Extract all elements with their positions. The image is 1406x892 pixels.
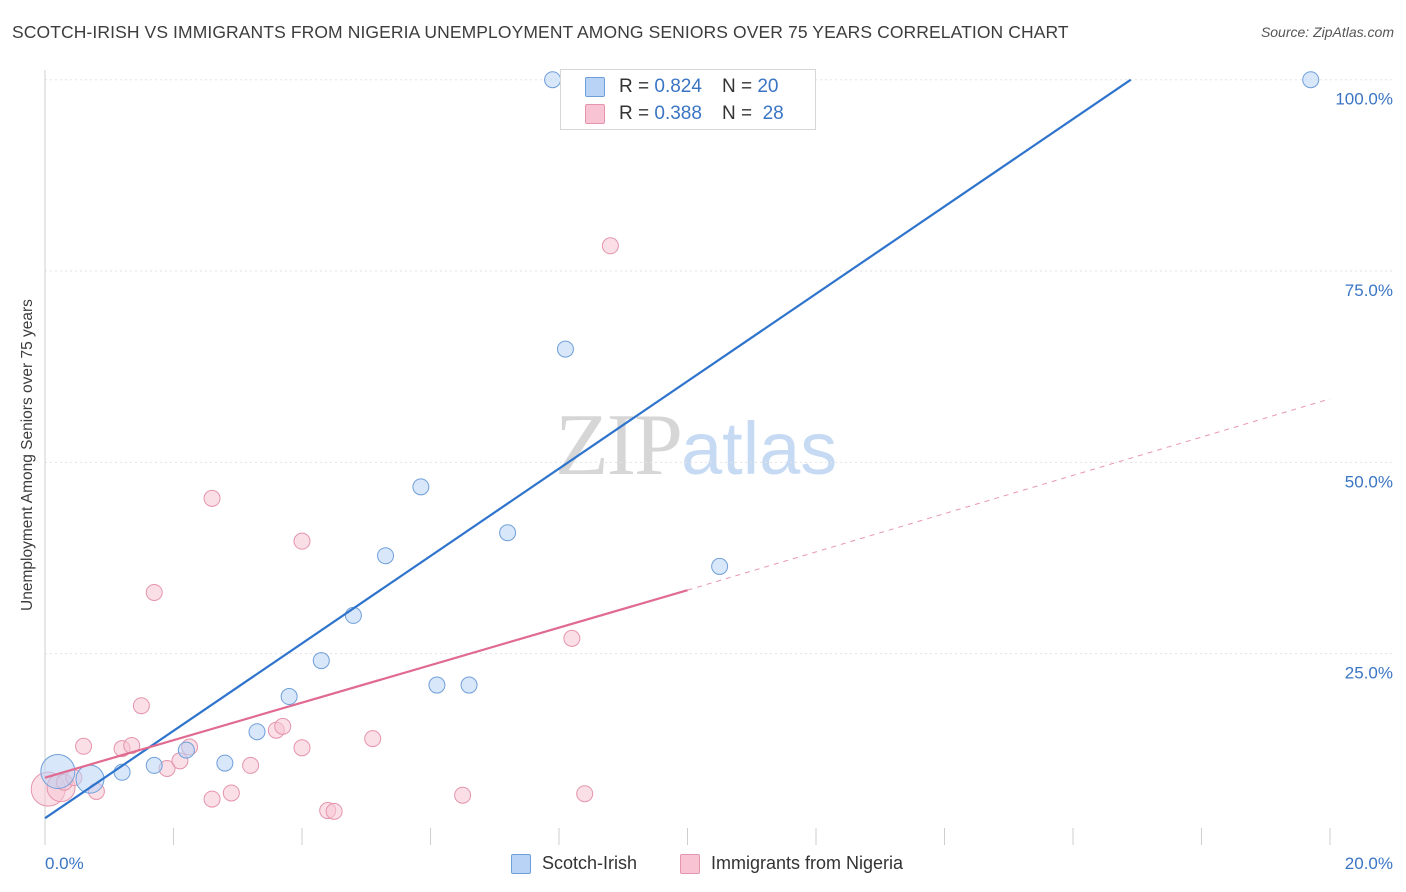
nigeria-point [222,784,240,802]
legend-n-label: N = [721,103,753,124]
scotch-irish-point [556,340,574,358]
scotch-irish-point [544,71,562,89]
nigeria-point [454,786,472,804]
scotch-irish-trendline [44,78,1132,820]
nigeria-point [242,756,260,774]
series-legend-nigeria: Immigrants from Nigeria [680,853,903,874]
legend-r-value: 0.388 [654,103,702,124]
scotch-irish-point [248,723,266,741]
legend-n-value: 28 [762,103,784,124]
nigeria-point [293,532,311,550]
x-tick-label: 0.0% [45,854,84,873]
series-legend: Scotch-Irish Immigrants from Nigeria [0,853,1406,877]
correlation-legend: R = 0.824 N = 20 R = 0.388 N = 28 [560,69,816,130]
scotch-irish-point [499,524,517,542]
legend-n-label: N = [721,76,753,97]
legend-swatch-pink [585,104,605,124]
scotch-irish-point [344,606,362,624]
nigeria-point [563,629,581,647]
nigeria-trendline-extension [687,398,1331,591]
scotch-irish-point [711,557,729,575]
legend-row-scotch-irish: R = 0.824 N = 20 [585,74,778,100]
scotch-irish-point [428,676,446,694]
scotch-irish-point [216,754,234,772]
watermark-atlas: atlas [681,407,838,490]
scotch-irish-point [460,676,478,694]
nigeria-point [75,737,93,755]
nigeria-point [123,737,141,755]
nigeria-point [132,697,150,715]
y-tick-label: 75.0% [1345,281,1393,300]
series-swatch-blue [511,853,531,874]
nigeria-point [364,730,382,748]
nigeria-point [325,802,343,820]
y-tick-label: 50.0% [1345,472,1393,491]
scotch-irish-point [377,547,395,565]
scotch-irish-point [40,754,76,790]
legend-swatch-blue [585,77,605,97]
scotch-irish-point [412,478,430,496]
legend-r-label: R = [619,76,650,97]
scotch-irish-point [1302,71,1320,89]
nigeria-point [203,489,221,507]
legend-r-value: 0.824 [654,76,702,97]
scotch-irish-point [75,764,105,794]
legend-n-value: 20 [757,76,779,97]
scotch-irish-point [145,756,163,774]
legend-r-label: R = [619,103,650,124]
nigeria-point [274,717,292,735]
watermark: ZIPatlas [555,400,837,490]
nigeria-point [601,237,619,255]
scotch-irish-point [312,652,330,670]
nigeria-point [145,583,163,601]
watermark-zip: ZIP [555,397,683,494]
chart-title: SCOTCH-IRISH VS IMMIGRANTS FROM NIGERIA … [12,22,1069,42]
nigeria-point [576,785,594,803]
y-tick-label: 25.0% [1345,664,1393,683]
y-tick-label: 100.0% [1335,90,1393,109]
series-legend-scotch-irish: Scotch-Irish [511,853,637,874]
nigeria-point [293,739,311,757]
legend-row-nigeria: R = 0.388 N = 28 [585,101,784,127]
nigeria-trendline [44,589,688,779]
source-credit: Source: ZipAtlas.com [1260,24,1394,40]
scotch-irish-point [177,741,195,759]
series-swatch-pink [680,853,700,874]
nigeria-point [203,790,221,808]
scotch-irish-point [280,688,298,706]
series-name-scotch-irish: Scotch-Irish [542,853,638,873]
x-tick-label: 20.0% [1345,854,1393,873]
series-name-nigeria: Immigrants from Nigeria [711,853,904,873]
